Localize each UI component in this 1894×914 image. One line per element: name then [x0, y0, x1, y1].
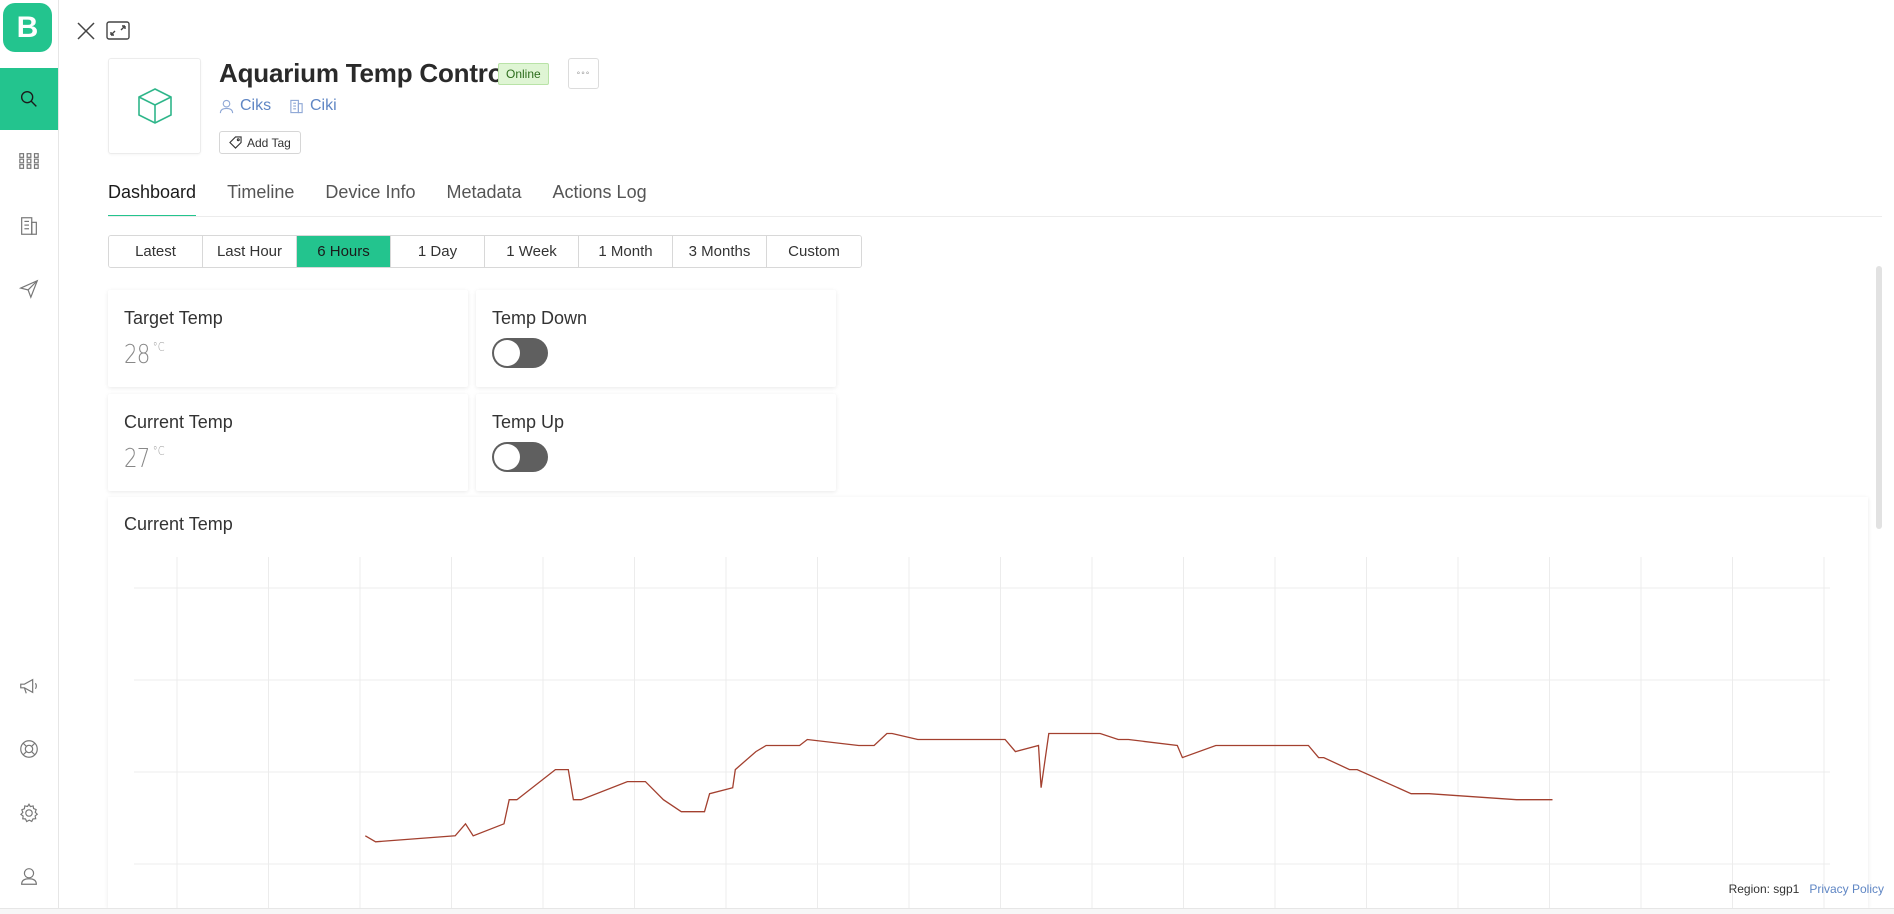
widget-temp-up: Temp Up: [476, 394, 836, 491]
widget-temp-down: Temp Down: [476, 290, 836, 387]
sidebar-item-help[interactable]: [0, 718, 58, 780]
region-label: Region: sgp1: [1728, 882, 1800, 896]
range-custom[interactable]: Custom: [767, 236, 861, 267]
line-chart[interactable]: [108, 497, 1868, 908]
chart-current-temp: Current Temp: [108, 497, 1868, 908]
collapse-icon: [106, 21, 130, 40]
status-badge: Online: [498, 63, 549, 85]
sidebar-item-messages[interactable]: [0, 258, 58, 320]
device-image: [108, 58, 201, 154]
collapse-button[interactable]: [105, 18, 131, 44]
device-tabs: Dashboard Timeline Device Info Metadata …: [108, 182, 678, 217]
sidebar-item-announcements[interactable]: [0, 655, 58, 717]
add-tag-label: Add Tag: [247, 135, 291, 150]
privacy-policy-link[interactable]: Privacy Policy: [1809, 882, 1884, 896]
add-tag-button[interactable]: Add Tag: [219, 131, 301, 154]
target-temp-number: 28: [124, 340, 150, 370]
range-1-week[interactable]: 1 Week: [485, 236, 579, 267]
range-last-hour[interactable]: Last Hour: [203, 236, 297, 267]
close-icon: [77, 22, 95, 40]
tabs-divider: [108, 216, 1882, 217]
widget-title: Temp Down: [492, 308, 588, 328]
sidebar-item-organizations[interactable]: [0, 195, 58, 257]
switch-knob: [494, 444, 520, 470]
logo-letter: B: [16, 10, 39, 44]
building-icon: [21, 217, 37, 235]
chart-title: Current Temp: [124, 514, 233, 534]
gear-icon: [20, 803, 39, 823]
user-icon: [219, 99, 234, 113]
tab-metadata[interactable]: Metadata: [446, 182, 522, 202]
lifebuoy-icon: [20, 740, 38, 758]
sidebar-item-search[interactable]: [0, 68, 58, 130]
current-temp-unit: °C: [152, 444, 165, 458]
more-options-button[interactable]: ◦◦◦: [568, 58, 599, 89]
device-organization-link[interactable]: Ciki: [289, 97, 337, 115]
send-icon: [18, 279, 39, 299]
cube-icon: [137, 88, 172, 124]
switch-knob: [494, 340, 520, 366]
widget-title: Temp Up: [492, 412, 565, 432]
tab-device-info[interactable]: Device Info: [325, 182, 416, 202]
footer: Region: sgp1 Privacy Policy: [1729, 882, 1884, 896]
temp-up-switch[interactable]: [492, 442, 548, 472]
device-owner-name: Ciks: [240, 97, 272, 114]
sidebar-item-settings[interactable]: [0, 782, 58, 844]
grid-icon: [19, 153, 39, 169]
building-icon: [290, 99, 303, 113]
range-latest[interactable]: Latest: [109, 236, 203, 267]
sidebar: B: [0, 0, 59, 908]
megaphone-icon: [20, 678, 37, 694]
scrollbar[interactable]: [1876, 266, 1882, 529]
blynk-logo[interactable]: B: [3, 3, 52, 52]
device-organization-name: Ciki: [310, 97, 337, 114]
target-temp-unit: °C: [152, 340, 165, 354]
tag-icon: [229, 136, 242, 149]
range-6-hours[interactable]: 6 Hours: [297, 236, 391, 267]
target-temp-value: 28 °C: [124, 340, 165, 370]
device-owner-link[interactable]: Ciks: [219, 97, 271, 115]
widget-title: Current Temp: [124, 412, 233, 432]
range-3-months[interactable]: 3 Months: [673, 236, 767, 267]
sidebar-item-apps[interactable]: [0, 130, 58, 192]
temp-down-switch[interactable]: [492, 338, 548, 368]
series-line-current-temp: [364, 732, 1553, 843]
widget-current-temp: Current Temp 27 °C: [108, 394, 468, 491]
time-range-selector: Latest Last Hour 6 Hours 1 Day 1 Week 1 …: [108, 235, 862, 268]
widget-target-temp: Target Temp 28 °C: [108, 290, 468, 387]
bottom-bar: [0, 908, 1894, 914]
range-1-month[interactable]: 1 Month: [579, 236, 673, 267]
search-icon: [20, 90, 37, 107]
user-icon: [21, 868, 37, 885]
current-temp-number: 27: [124, 444, 150, 474]
tab-timeline[interactable]: Timeline: [227, 182, 295, 202]
tab-actions-log[interactable]: Actions Log: [552, 182, 647, 202]
sidebar-item-profile[interactable]: [0, 845, 58, 907]
current-temp-value: 27 °C: [124, 444, 165, 474]
tab-dashboard[interactable]: Dashboard: [108, 182, 197, 217]
close-button[interactable]: [73, 18, 99, 44]
widget-title: Target Temp: [124, 308, 223, 328]
device-title: Aquarium Temp Control: [219, 58, 511, 88]
range-1-day[interactable]: 1 Day: [391, 236, 485, 267]
